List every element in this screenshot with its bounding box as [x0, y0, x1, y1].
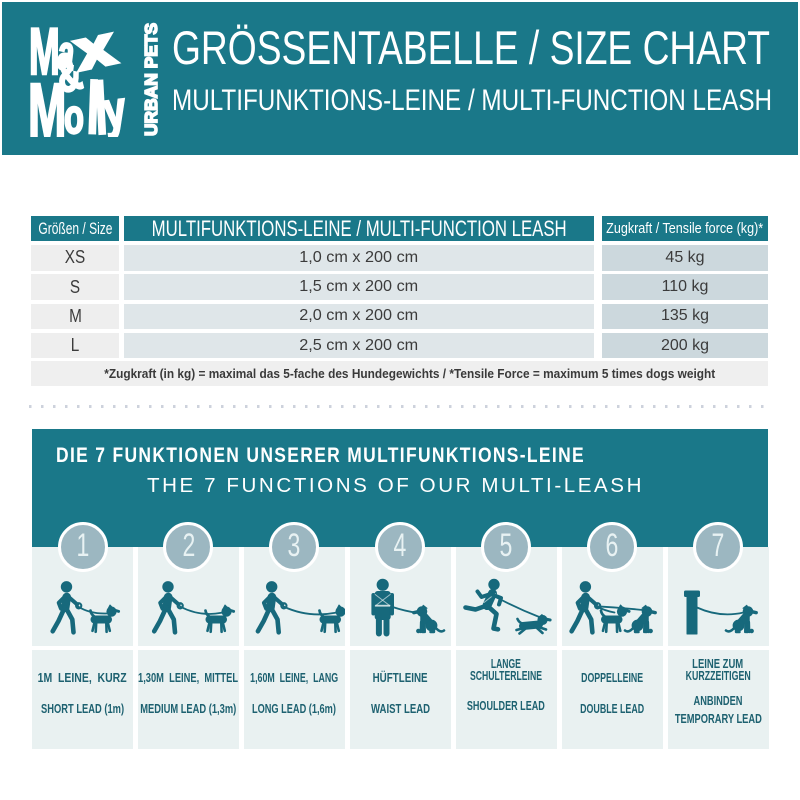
svg-text:o: o	[64, 90, 84, 137]
svg-text:M: M	[30, 22, 60, 89]
svg-text:URBAN PETS: URBAN PETS	[141, 23, 158, 136]
svg-text:l: l	[93, 67, 110, 137]
svg-text:M: M	[30, 69, 66, 137]
svg-text:l: l	[85, 67, 100, 137]
